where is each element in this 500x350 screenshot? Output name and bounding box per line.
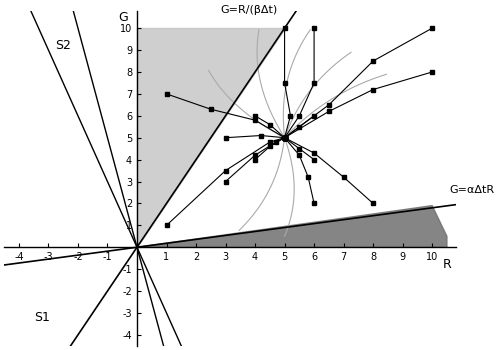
Text: S1: S1 <box>34 311 50 324</box>
Polygon shape <box>137 205 447 247</box>
Text: G: G <box>118 11 128 24</box>
Text: R: R <box>442 258 452 271</box>
Text: G=αΔtR: G=αΔtR <box>450 185 495 195</box>
Text: G=R/(βΔt): G=R/(βΔt) <box>220 5 278 15</box>
Text: S2: S2 <box>56 39 71 52</box>
Polygon shape <box>137 28 284 247</box>
